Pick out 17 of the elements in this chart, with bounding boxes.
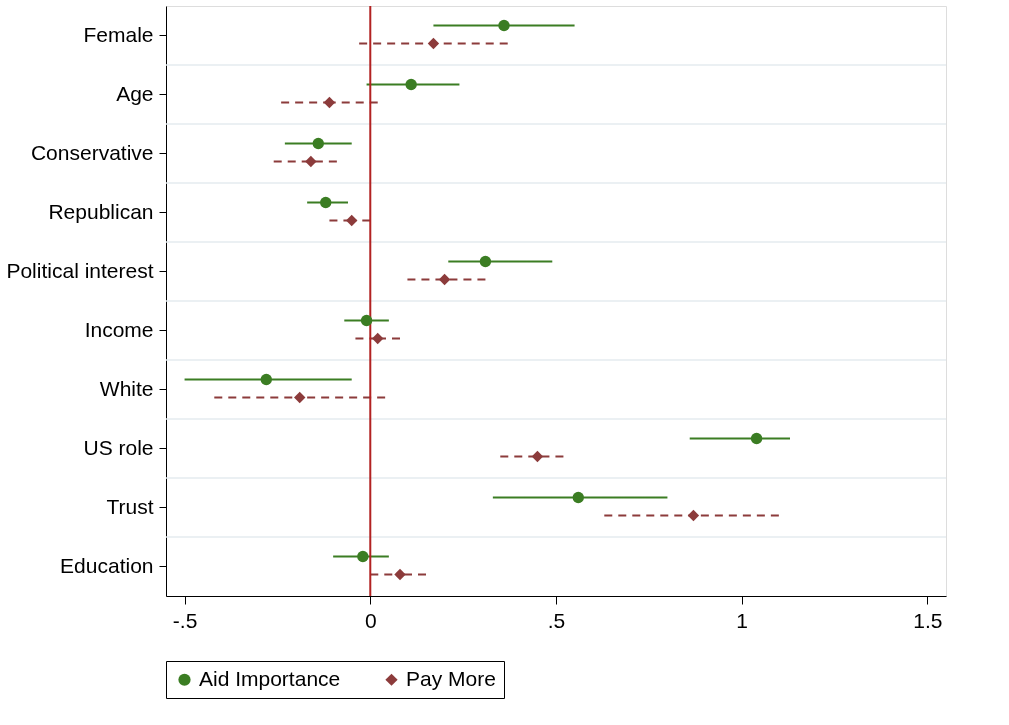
y-tick-label: Age — [116, 81, 154, 105]
y-tick-label: Political interest — [6, 258, 154, 282]
x-tick-label: .5 — [547, 608, 566, 632]
y-tick-label: Education — [60, 553, 154, 577]
x-tick-label: 0 — [364, 608, 377, 632]
y-tick-label: Income — [84, 317, 154, 341]
y-tick-label: Female — [83, 22, 154, 46]
y-tick-label: White — [99, 376, 154, 400]
x-tick-label: 1 — [736, 608, 749, 632]
y-tick-label: Republican — [48, 199, 154, 223]
x-tick-label: 1.5 — [913, 608, 943, 632]
x-tick-label: -.5 — [172, 608, 198, 632]
y-tick-label: Trust — [106, 494, 154, 518]
y-tick-label: Conservative — [30, 140, 154, 164]
y-tick-label: US role — [83, 435, 154, 459]
legend-label: Aid Importance — [199, 666, 341, 690]
legend-label: Pay More — [406, 666, 496, 690]
